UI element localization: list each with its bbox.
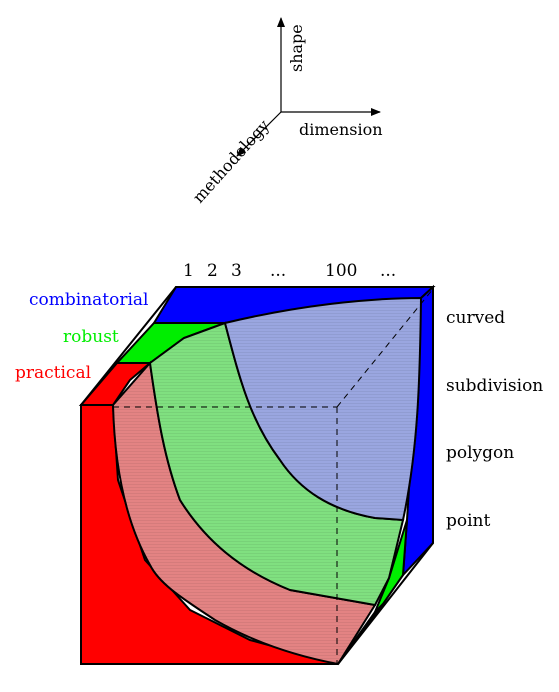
shape-label-polygon: polygon — [446, 443, 514, 463]
dimension-tick: 2 — [207, 261, 218, 281]
shape-labels: curved subdivision polygon point — [446, 308, 543, 531]
dimension-ticks: 1 2 3 ... 100 ... — [183, 261, 396, 281]
dimension-tick: ... — [380, 261, 396, 281]
methodology-label-robust: robust — [63, 327, 119, 347]
methodology-label-practical: practical — [15, 363, 91, 383]
dimension-axis-label: dimension — [299, 120, 383, 139]
axes-indicator: shape dimension methodology — [189, 17, 383, 207]
shape-axis-label: shape — [287, 24, 306, 72]
dimension-tick: 3 — [231, 261, 242, 281]
cube-outline — [80, 286, 434, 665]
dimension-tick: ... — [270, 261, 286, 281]
shape-label-subdivision: subdivision — [446, 376, 543, 396]
methodology-axis-label: methodology — [189, 116, 273, 207]
shape-label-curved: curved — [446, 308, 505, 328]
right-side-robust — [374, 519, 408, 613]
cube — [78, 284, 436, 666]
dimension-tick: 1 — [183, 261, 194, 281]
shape-label-point: point — [446, 511, 491, 531]
methodology-label-combinatorial: combinatorial — [29, 290, 148, 310]
methodology-axis-arrow — [236, 111, 282, 157]
methodology-labels: combinatorial robust practical — [15, 290, 148, 383]
hidden-edge-diagonal — [336, 288, 434, 408]
dimension-tick: 100 — [325, 261, 357, 281]
